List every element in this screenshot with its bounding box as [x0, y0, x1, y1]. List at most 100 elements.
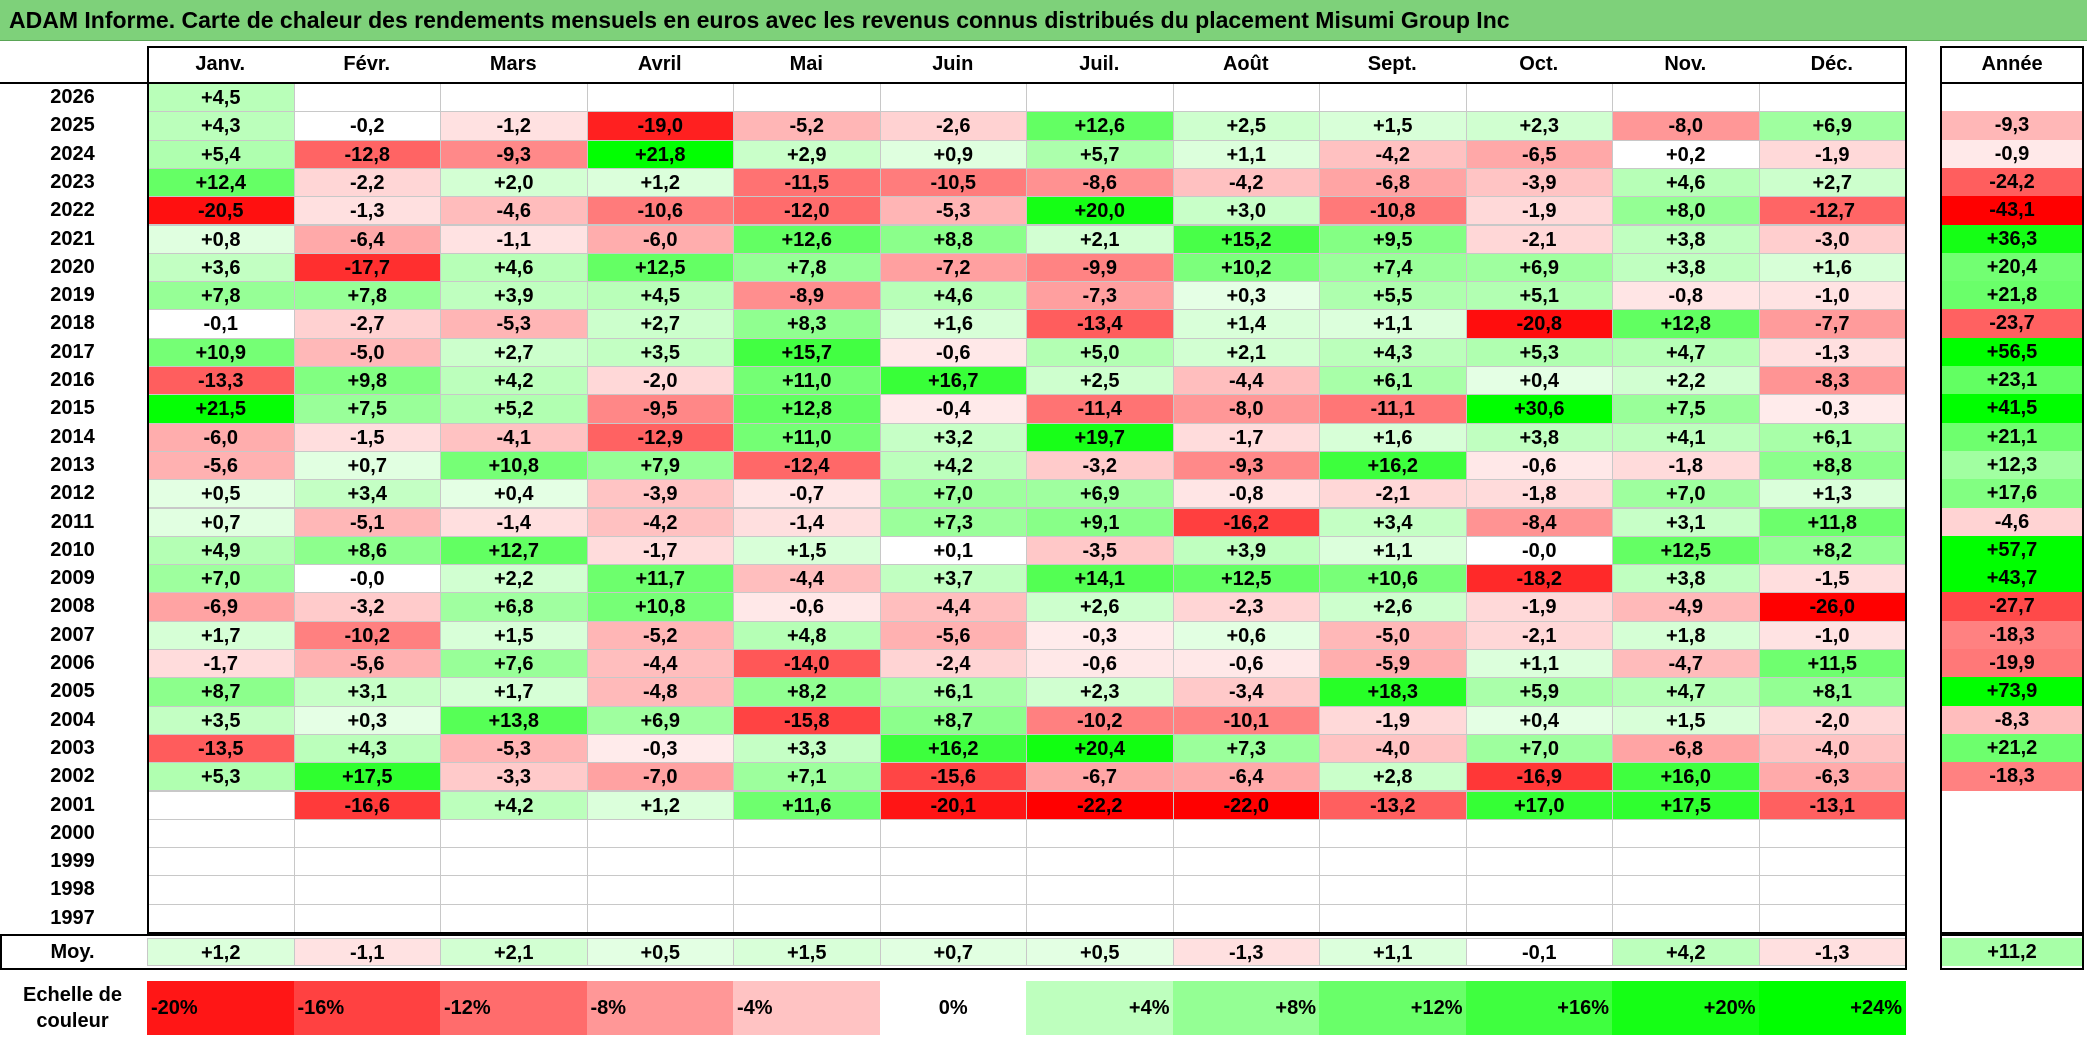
heatmap-cell: [1612, 83, 1760, 113]
scale-cell: +12%: [1319, 981, 1467, 1035]
title-bar: ADAM Informe. Carte de chaleur des rende…: [0, 0, 2087, 41]
month-header: Mars: [489, 53, 537, 75]
heatmap-cell: +3,8: [1612, 564, 1760, 594]
heatmap-cell: +2,7: [1758, 167, 1906, 198]
heatmap-cell: +2,6: [1026, 592, 1174, 622]
heatmap-cell: +6,1: [879, 677, 1027, 707]
heatmap-cell: [1319, 875, 1467, 905]
annual-header: Année: [1981, 53, 2043, 75]
heatmap-cell: -5,6: [879, 620, 1027, 650]
heatmap-cell: -1,9: [1319, 705, 1467, 735]
heatmap-cell: -6,4: [1172, 762, 1320, 792]
heatmap-cell: [1026, 83, 1174, 113]
heatmap-cell: -1,0: [1758, 281, 1906, 311]
month-header: Nov.: [1664, 53, 1707, 75]
annual-cell: +57,7: [1940, 535, 2084, 566]
heatmap-cell: -4,2: [1319, 139, 1467, 169]
month-header: Janv.: [195, 53, 246, 75]
scale-cell: -8%: [586, 981, 734, 1035]
heatmap-cell: -5,0: [1319, 620, 1467, 650]
heatmap-cell: -15,6: [879, 762, 1027, 792]
annual-cell: -18,3: [1940, 762, 2084, 792]
heatmap-cell: +4,6: [440, 252, 588, 283]
heatmap-cell: +2,3: [1465, 111, 1613, 141]
year-label: 2026: [50, 86, 95, 108]
month-header: Avril: [637, 53, 682, 75]
heatmap-cell: +7,0: [1612, 479, 1760, 509]
heatmap-cell: +1,5: [733, 535, 881, 566]
average-cell: +1,1: [1319, 938, 1467, 966]
heatmap-cell: +5,7: [1026, 139, 1174, 169]
heatmap-cell: -0,0: [293, 564, 441, 594]
heatmap-cell: [147, 847, 295, 877]
heatmap-cell: +7,3: [879, 507, 1027, 537]
heatmap-cell: -6,8: [1319, 167, 1467, 198]
heatmap-cell: +8,8: [1758, 450, 1906, 481]
heatmap-cell: -4,9: [1612, 592, 1760, 622]
heatmap-cell: -9,5: [586, 394, 734, 424]
heatmap-cell: -6,0: [586, 224, 734, 254]
heatmap-cell: [147, 903, 295, 933]
heatmap-cell: +7,0: [1465, 733, 1613, 764]
heatmap-cell: +30,6: [1465, 394, 1613, 424]
year-label: 2011: [50, 510, 95, 533]
heatmap-cell: [879, 83, 1027, 113]
heatmap-cell: +15,7: [733, 337, 881, 367]
heatmap-cell: -4,1: [440, 422, 588, 452]
annual-cell: [1940, 790, 2084, 820]
heatmap-cell: -5,3: [879, 196, 1027, 226]
heatmap-cell: [586, 903, 734, 933]
month-header: Août: [1222, 53, 1269, 75]
heatmap-cell: [733, 847, 881, 877]
annual-cell: [1940, 847, 2084, 877]
heatmap-cell: +8,7: [147, 677, 295, 707]
heatmap-cell: +2,7: [586, 309, 734, 339]
average-cell: +1,2: [147, 938, 295, 966]
header-divider: [0, 82, 1905, 84]
heatmap-cell: -1,3: [1758, 337, 1906, 367]
heatmap-cell: [1758, 818, 1906, 849]
annual-cell: -9,3: [1940, 111, 2084, 141]
year-label: 2025: [50, 114, 95, 137]
heatmap-cell: -0,4: [879, 394, 1027, 424]
average-cell: +0,5: [1026, 938, 1174, 966]
heatmap-cell: -20,1: [879, 790, 1027, 820]
heatmap-cell: +0,7: [293, 450, 441, 481]
year-label: 2009: [50, 567, 95, 590]
average-cell: +1,5: [733, 938, 881, 966]
heatmap-cell: +6,9: [1465, 252, 1613, 283]
heatmap-cell: +7,5: [1612, 394, 1760, 424]
heatmap-cell: -8,0: [1172, 394, 1320, 424]
year-label: 2000: [50, 821, 95, 844]
heatmap-cell: [733, 83, 881, 113]
heatmap-cell: +12,4: [147, 167, 295, 198]
heatmap-cell: -5,2: [733, 111, 881, 141]
heatmap-cell: +3,9: [1172, 535, 1320, 566]
heatmap-cell: -0,1: [147, 309, 295, 339]
heatmap-cell: [1612, 847, 1760, 877]
heatmap-cell: -5,1: [293, 507, 441, 537]
heatmap-cell: -0,0: [1465, 535, 1613, 566]
heatmap-cell: +4,9: [147, 535, 295, 566]
heatmap-cell: [293, 903, 441, 933]
heatmap-cell: +3,1: [293, 677, 441, 707]
heatmap-cell: +6,9: [1026, 479, 1174, 509]
heatmap-cell: -0,8: [1612, 281, 1760, 311]
heatmap-cell: +7,8: [293, 281, 441, 311]
annual-cell: +43,7: [1940, 564, 2084, 594]
heatmap-cell: +1,1: [1465, 649, 1613, 679]
heatmap-cell: +1,1: [1172, 139, 1320, 169]
annual-cell: +56,5: [1940, 337, 2084, 367]
heatmap-cell: [1758, 903, 1906, 933]
heatmap-cell: -2,0: [586, 366, 734, 396]
heatmap-cell: +2,5: [1026, 366, 1174, 396]
month-header: Juil.: [1079, 53, 1120, 75]
heatmap-cell: +21,5: [147, 394, 295, 424]
heatmap-cell: +0,3: [1172, 281, 1320, 311]
heatmap-cell: [293, 818, 441, 849]
heatmap-cell: +1,3: [1758, 479, 1906, 509]
heatmap-cell: -18,2: [1465, 564, 1613, 594]
heatmap-cell: -11,5: [733, 167, 881, 198]
heatmap-cell: -1,7: [586, 535, 734, 566]
heatmap-cell: -9,3: [440, 139, 588, 169]
